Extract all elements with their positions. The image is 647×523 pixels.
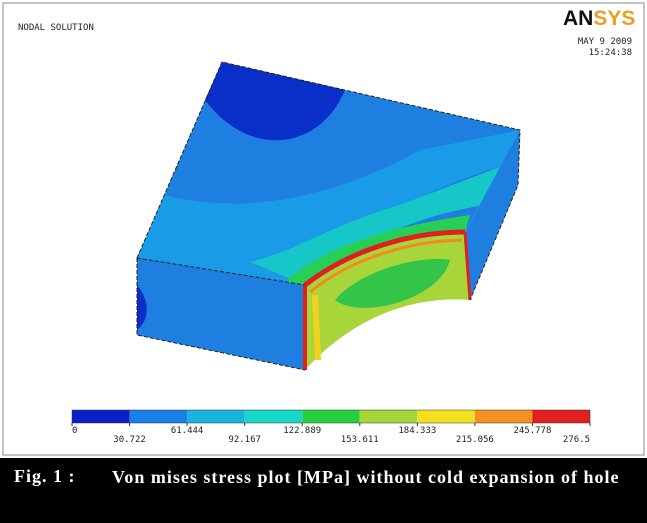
legend-label: 30.722 — [113, 435, 146, 445]
legend-swatch — [360, 410, 418, 423]
legend-swatch — [72, 410, 130, 423]
legend-swatch — [187, 410, 245, 423]
logo-dark: AN — [563, 7, 593, 30]
legend-swatch — [245, 410, 303, 423]
legend-label: 92.167 — [228, 435, 261, 445]
plot-label: NODAL SOLUTION — [18, 23, 94, 33]
legend-swatch — [475, 410, 533, 423]
logo: ANSYS — [563, 7, 635, 30]
logo-light: SYS — [593, 7, 635, 30]
legend-label: 215.056 — [456, 435, 494, 445]
legend-label: 276.5 — [563, 435, 590, 445]
caption-text: Von mises stress plot [MPa] without cold… — [112, 466, 620, 523]
legend-swatch — [417, 410, 475, 423]
legend-label: 245.778 — [513, 426, 551, 436]
date: MAY 9 2009 — [578, 37, 632, 47]
legend-swatch — [532, 410, 590, 423]
time: 15:24:38 — [589, 48, 632, 58]
legend-label: 0 — [72, 426, 77, 436]
legend-label: 153.611 — [341, 435, 379, 445]
caption: Fig. 1 : Von mises stress plot [MPa] wit… — [0, 458, 647, 523]
legend-label: 122.889 — [283, 426, 321, 436]
legend-label: 184.333 — [398, 426, 436, 436]
figure: NODAL SOLUTION ANSYS MAY 9 2009 15:24:38… — [0, 0, 647, 523]
legend-label: 61.444 — [171, 426, 204, 436]
legend-swatch — [130, 410, 188, 423]
ansys-plot: NODAL SOLUTION ANSYS MAY 9 2009 15:24:38… — [0, 0, 647, 456]
caption-label: Fig. 1 : — [14, 466, 112, 523]
legend-swatch — [302, 410, 360, 423]
